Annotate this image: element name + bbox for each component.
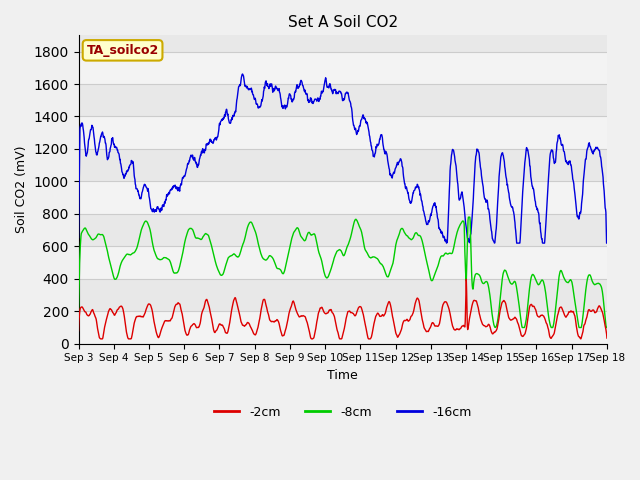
Bar xyxy=(79,117,607,149)
Bar xyxy=(79,51,607,84)
Bar xyxy=(79,181,607,214)
Title: Set A Soil CO2: Set A Soil CO2 xyxy=(287,15,398,30)
Bar xyxy=(79,246,607,279)
Text: TA_soilco2: TA_soilco2 xyxy=(86,44,159,57)
Y-axis label: Soil CO2 (mV): Soil CO2 (mV) xyxy=(15,146,28,233)
Legend: -2cm, -8cm, -16cm: -2cm, -8cm, -16cm xyxy=(209,401,477,424)
Bar xyxy=(79,312,607,344)
X-axis label: Time: Time xyxy=(327,369,358,382)
